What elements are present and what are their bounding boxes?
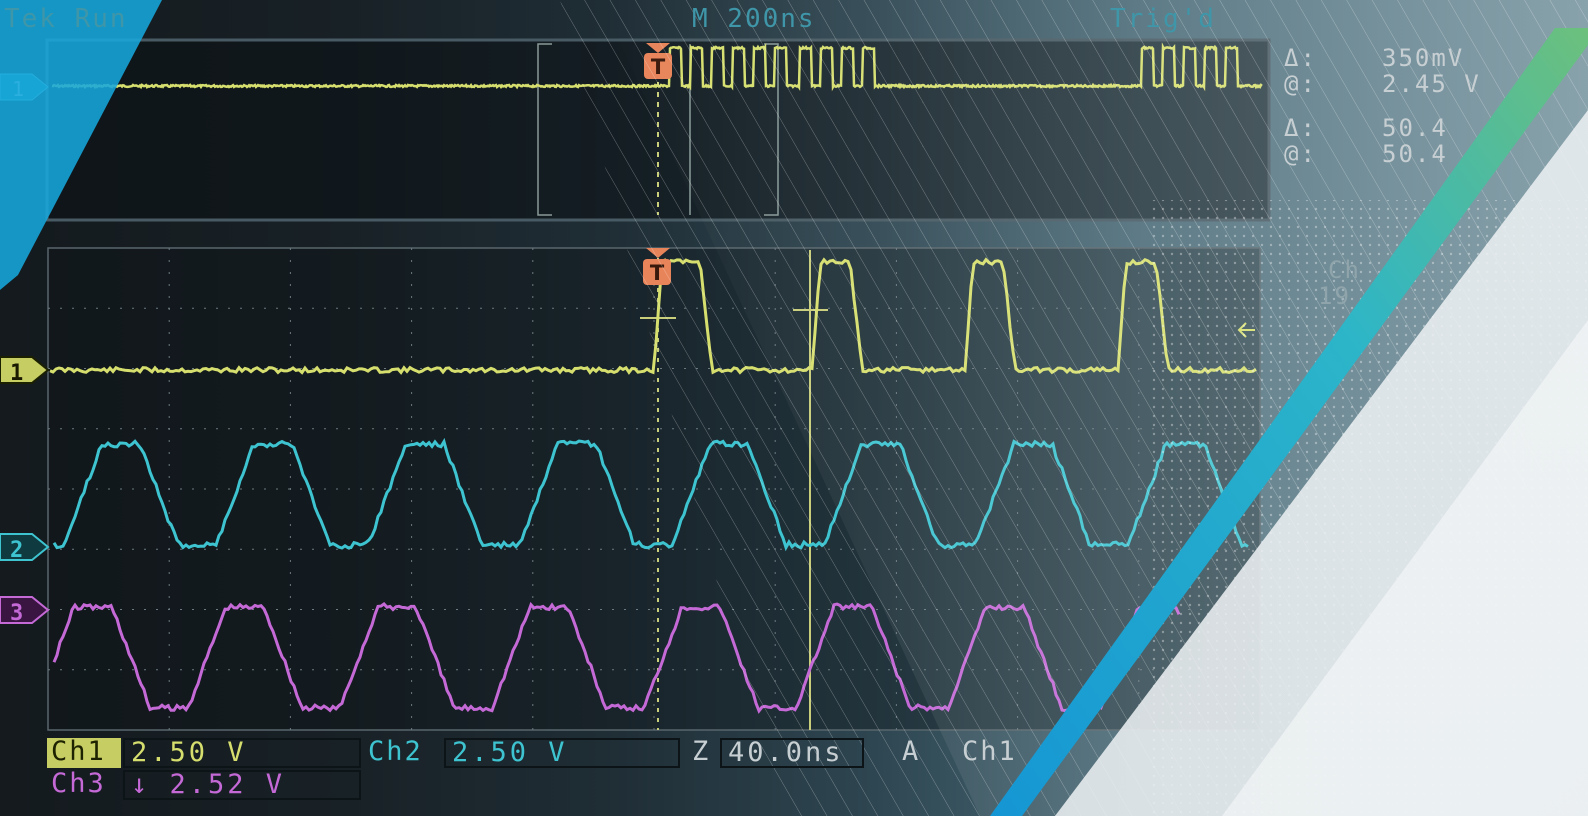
blue-stripe-accent <box>990 28 1588 816</box>
zoom-timebase[interactable]: 40.0ns <box>720 738 864 768</box>
ch3-ground-marker[interactable]: 3 <box>0 596 50 626</box>
ch2-label[interactable]: Ch2 <box>368 736 423 767</box>
ch2-ground-marker[interactable]: 2 <box>0 533 50 563</box>
white-corner-shape <box>1055 110 1588 816</box>
cursor2-delta-value: 50.4 <box>1382 114 1448 142</box>
trigger-source[interactable]: Ch1 <box>962 736 1017 767</box>
top-left-accent-shape <box>0 0 162 290</box>
svg-text:3: 3 <box>10 601 23 626</box>
cursor1-delta-value: 350mV <box>1382 44 1465 72</box>
side-menu-value: 19 <box>1318 282 1351 310</box>
ch3-label[interactable]: Ch3 <box>51 768 106 799</box>
cursor2-delta-label: Δ: <box>1284 114 1317 142</box>
acquisition-status: Tek Run <box>4 4 128 34</box>
side-menu-label: Ch <box>1328 256 1361 284</box>
ch3-scale[interactable]: ↓ 2.52 V <box>123 770 361 800</box>
ch1-label[interactable]: Ch1 <box>47 738 121 768</box>
ch1-ground-marker[interactable]: 1 <box>0 356 50 386</box>
zoom-label: Z <box>692 736 711 767</box>
cursor1-delta-label: Δ: <box>1284 44 1317 72</box>
timebase-readout[interactable]: M 200ns <box>692 4 816 34</box>
svg-text:2: 2 <box>10 538 23 563</box>
cursor1-at-value: 2.45 V <box>1382 70 1481 98</box>
trigger-status: Trig'd <box>1110 4 1216 34</box>
cursor2-at-label: @: <box>1284 140 1317 168</box>
ch2-scale[interactable]: 2.50 V <box>444 738 680 768</box>
svg-text:1: 1 <box>10 361 23 386</box>
trigger-mode: A <box>902 736 921 767</box>
ch1-scale[interactable]: 2.50 V <box>123 738 361 768</box>
cursor1-at-label: @: <box>1284 70 1317 98</box>
white-corner-highlight <box>1222 320 1588 816</box>
cursor2-at-value: 50.4 <box>1382 140 1448 168</box>
